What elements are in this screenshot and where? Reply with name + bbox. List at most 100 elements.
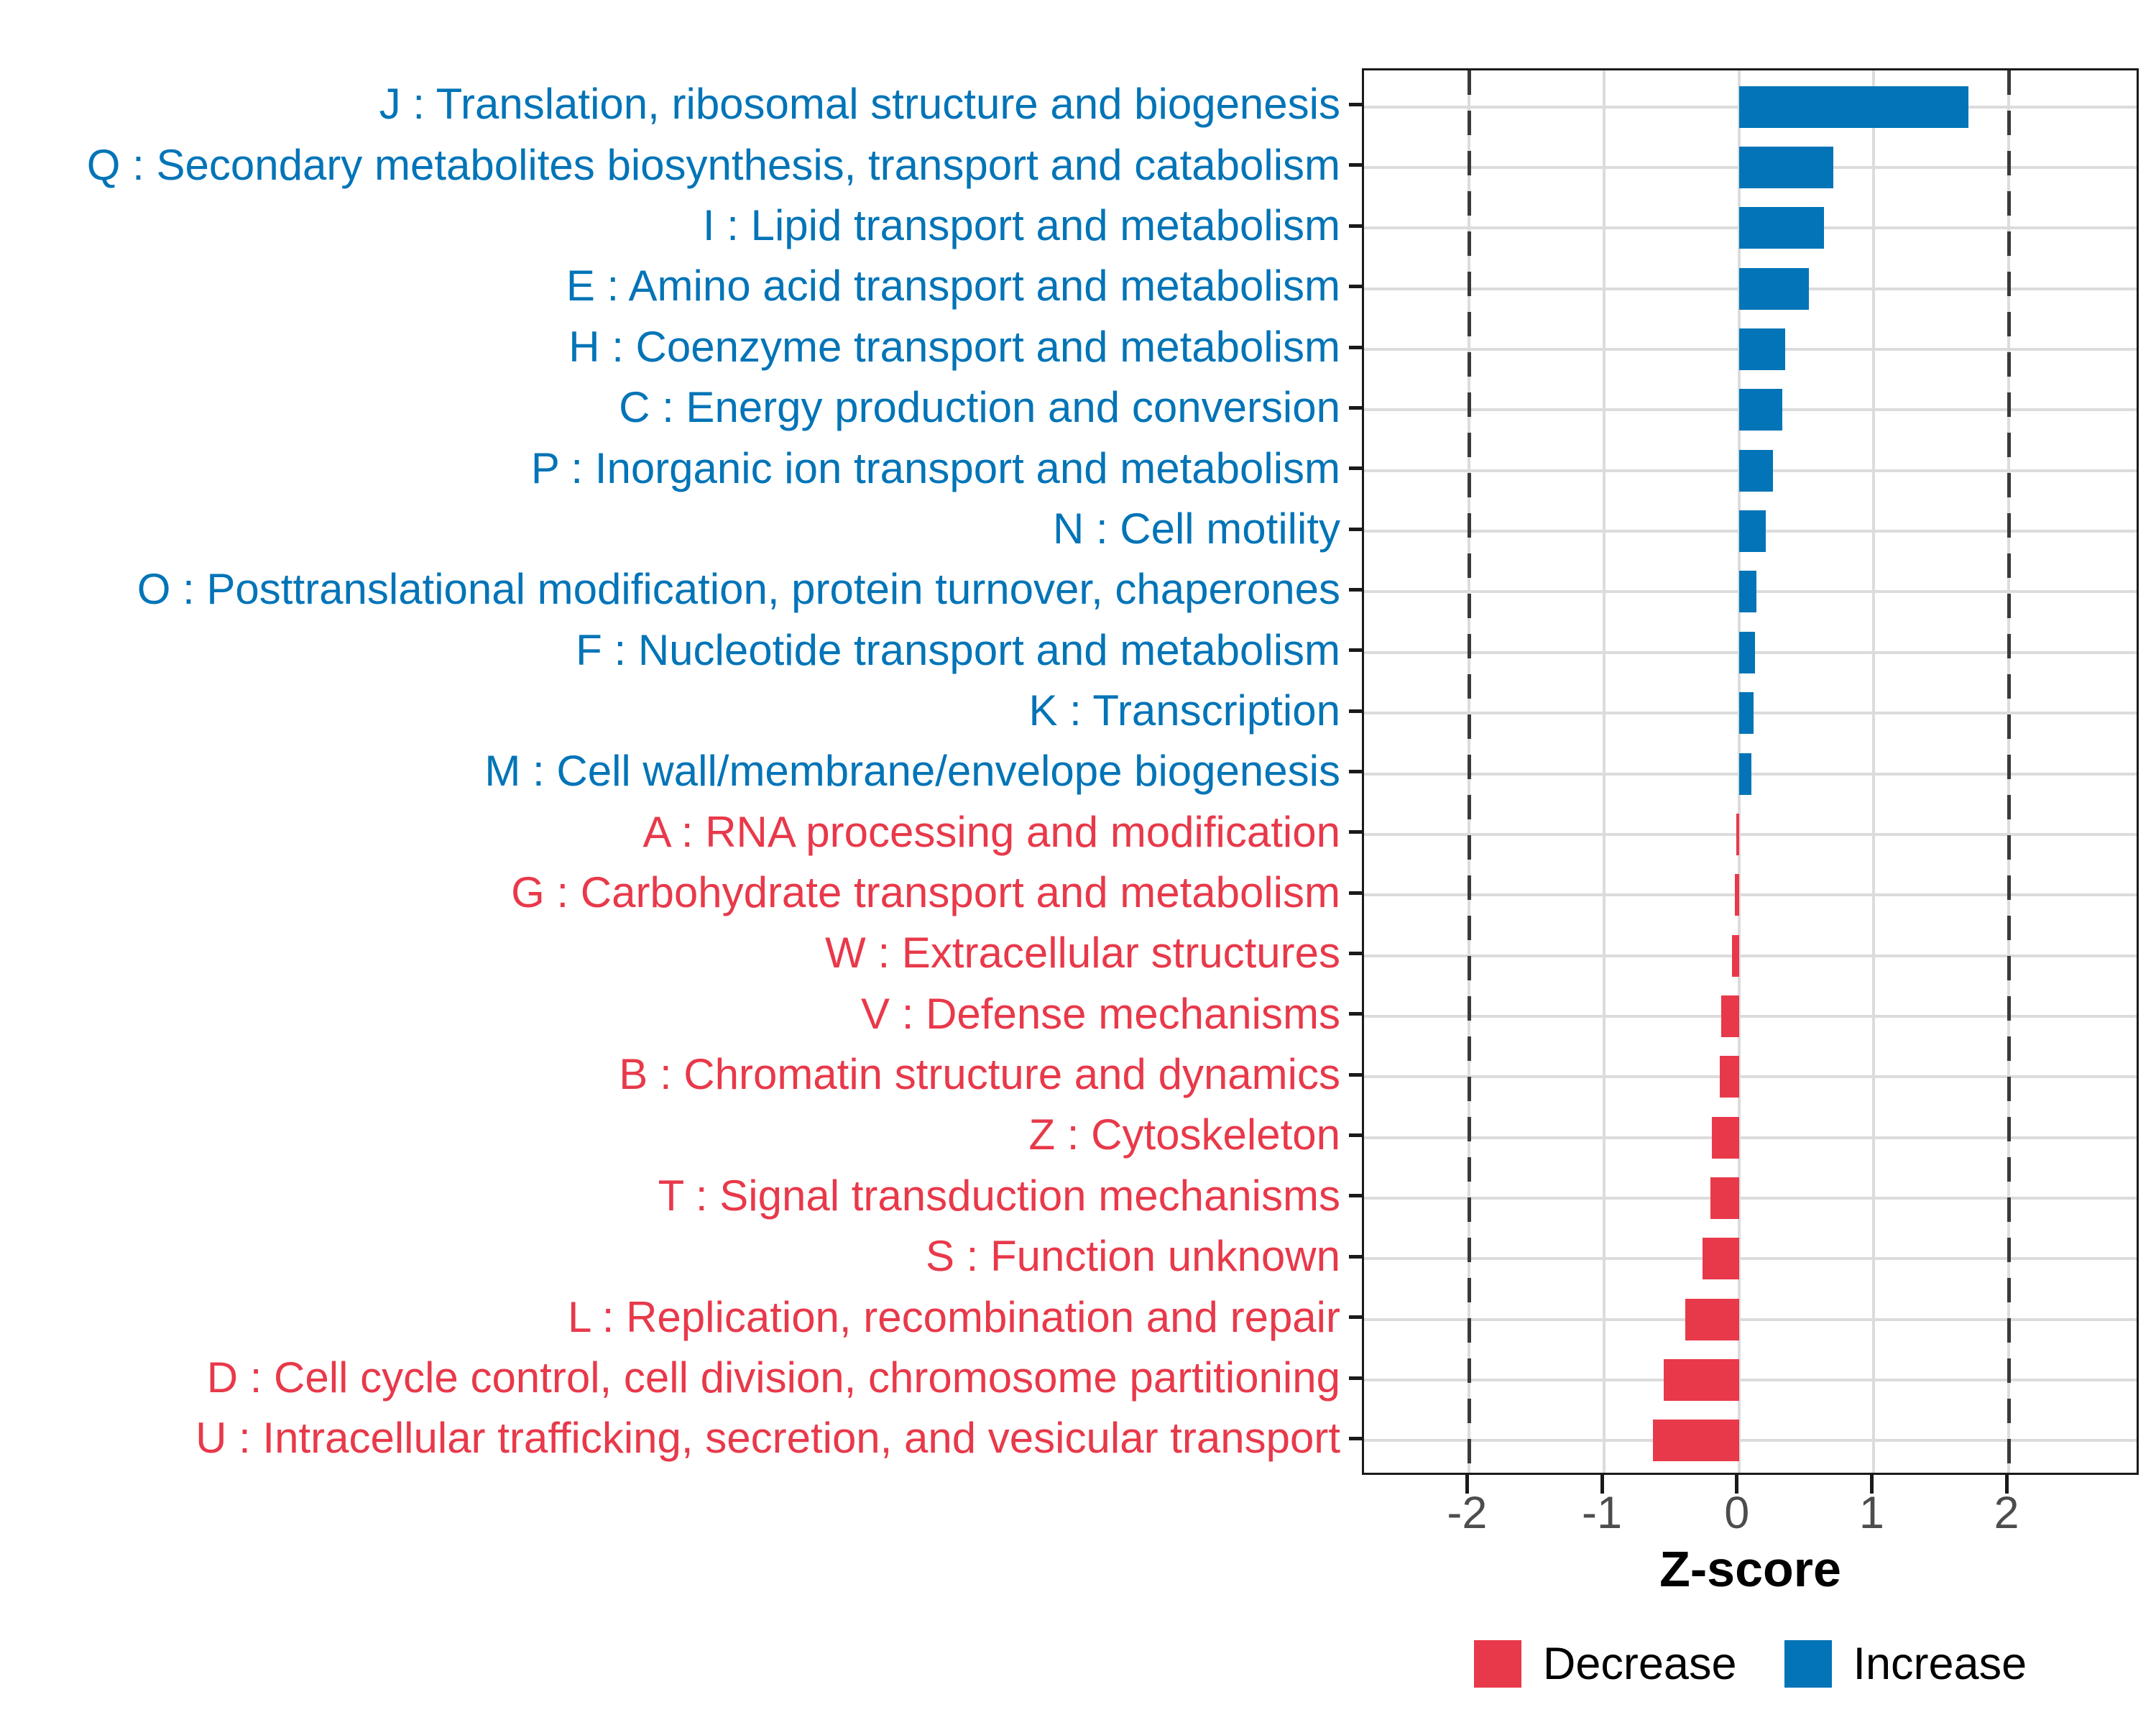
y-tick (1349, 830, 1362, 834)
y-tick (1349, 952, 1362, 956)
y-label-F: F : Nucleotide transport and metabolism (576, 625, 1340, 674)
y-label-C: C : Energy production and conversion (619, 383, 1340, 432)
bar-B (1720, 1056, 1739, 1098)
plot-panel (1362, 68, 2139, 1475)
y-label-I: I : Lipid transport and metabolism (702, 201, 1340, 250)
legend-item-increase: Increase (1784, 1640, 2027, 1688)
bar-G (1735, 874, 1739, 916)
y-label-Q: Q : Secondary metabolites biosynthesis, … (86, 140, 1340, 189)
y-label-K: K : Transcription (1028, 686, 1340, 735)
bar-M (1738, 753, 1751, 795)
y-tick (1349, 1133, 1362, 1138)
bar-S (1703, 1238, 1739, 1280)
bar-I (1738, 207, 1824, 249)
legend-swatch-decrease (1473, 1640, 1521, 1688)
bar-O (1738, 571, 1757, 613)
gridline-horizontal (1364, 1196, 2137, 1200)
y-label-V: V : Defense mechanisms (861, 989, 1340, 1038)
bar-Z (1712, 1116, 1739, 1159)
x-tick-label: 2 (1994, 1488, 2019, 1538)
gridline-horizontal (1364, 1136, 2137, 1139)
y-tick (1349, 1012, 1362, 1016)
bar-A (1736, 813, 1739, 855)
y-label-H: H : Coenzyme transport and metabolism (568, 322, 1340, 371)
y-label-O: O : Posttranslational modification, prot… (137, 565, 1340, 614)
x-tick-label: 0 (1724, 1488, 1750, 1538)
gridline-horizontal (1364, 832, 2137, 836)
y-tick (1349, 770, 1362, 773)
y-label-W: W : Extracellular structures (825, 929, 1340, 978)
bar-C (1738, 389, 1782, 431)
y-tick (1349, 405, 1362, 410)
bar-K (1738, 692, 1754, 735)
y-tick (1349, 527, 1362, 531)
y-label-L: L : Replication, recombination and repai… (567, 1292, 1340, 1341)
y-tick (1349, 163, 1362, 167)
x-tick (1735, 1475, 1739, 1494)
y-tick (1349, 1254, 1362, 1259)
x-tick-label: -1 (1582, 1488, 1623, 1538)
gridline-vertical (1603, 70, 1606, 1473)
y-label-N: N : Cell motility (1052, 504, 1340, 553)
y-tick (1349, 587, 1362, 592)
y-tick (1349, 891, 1362, 895)
y-label-S: S : Function unknown (925, 1232, 1340, 1281)
y-label-Z: Z : Cytoskeleton (1028, 1110, 1340, 1159)
y-label-J: J : Translation, ribosomal structure and… (379, 80, 1340, 129)
y-tick (1349, 466, 1362, 471)
y-label-G: G : Carbohydrate transport and metabolis… (511, 868, 1340, 917)
y-tick (1349, 224, 1362, 228)
legend: Decrease Increase (1362, 1640, 2139, 1688)
bar-P (1738, 449, 1773, 492)
dashed-reference-line (2007, 70, 2011, 1473)
bar-E (1738, 267, 1810, 310)
y-tick (1349, 1194, 1362, 1198)
y-tick (1349, 1072, 1362, 1077)
legend-item-decrease: Decrease (1473, 1640, 1737, 1688)
y-tick (1349, 1436, 1362, 1440)
bar-W (1732, 934, 1739, 977)
bar-L (1685, 1298, 1739, 1340)
legend-swatch-increase (1784, 1640, 1832, 1688)
y-label-A: A : RNA processing and modification (642, 807, 1340, 856)
bar-N (1738, 510, 1766, 553)
y-tick (1349, 1376, 1362, 1380)
y-label-B: B : Chromatin structure and dynamics (619, 1050, 1340, 1099)
bar-F (1738, 631, 1756, 673)
x-tick (1869, 1475, 1874, 1494)
x-axis-title: Z-score (1659, 1541, 1841, 1597)
y-tick (1349, 648, 1362, 653)
y-label-P: P : Inorganic ion transport and metaboli… (530, 443, 1340, 492)
x-tick (1600, 1475, 1604, 1494)
legend-label-increase: Increase (1853, 1638, 2027, 1689)
gridline-horizontal (1364, 1257, 2137, 1261)
y-tick (1349, 285, 1362, 289)
x-tick-label: -2 (1447, 1488, 1488, 1538)
bar-T (1710, 1177, 1739, 1219)
x-tick-label: 1 (1858, 1488, 1884, 1538)
y-tick (1349, 345, 1362, 349)
y-tick (1349, 1315, 1362, 1320)
bar-D (1663, 1359, 1739, 1402)
bar-H (1738, 328, 1785, 371)
dashed-reference-line (1467, 70, 1471, 1473)
y-label-D: D : Cell cycle control, cell division, c… (206, 1353, 1340, 1402)
bar-Q (1738, 146, 1834, 188)
gridline-horizontal (1364, 1379, 2137, 1382)
gridline-horizontal (1364, 893, 2137, 897)
bar-V (1721, 995, 1739, 1037)
y-label-E: E : Amino acid transport and metabolism (566, 262, 1340, 310)
gridline-horizontal (1364, 1075, 2137, 1079)
gridline-horizontal (1364, 954, 2137, 957)
y-tick (1349, 709, 1362, 713)
y-label-M: M : Cell wall/membrane/envelope biogenes… (484, 747, 1340, 796)
gridline-horizontal (1364, 1014, 2137, 1018)
gridline-horizontal (1364, 1439, 2137, 1443)
bar-J (1738, 86, 1968, 128)
y-label-U: U : Intracellular trafficking, secretion… (195, 1414, 1340, 1463)
y-tick (1349, 103, 1362, 107)
bar-U (1652, 1420, 1739, 1462)
x-tick (2004, 1475, 2009, 1494)
gridline-horizontal (1364, 1317, 2137, 1321)
